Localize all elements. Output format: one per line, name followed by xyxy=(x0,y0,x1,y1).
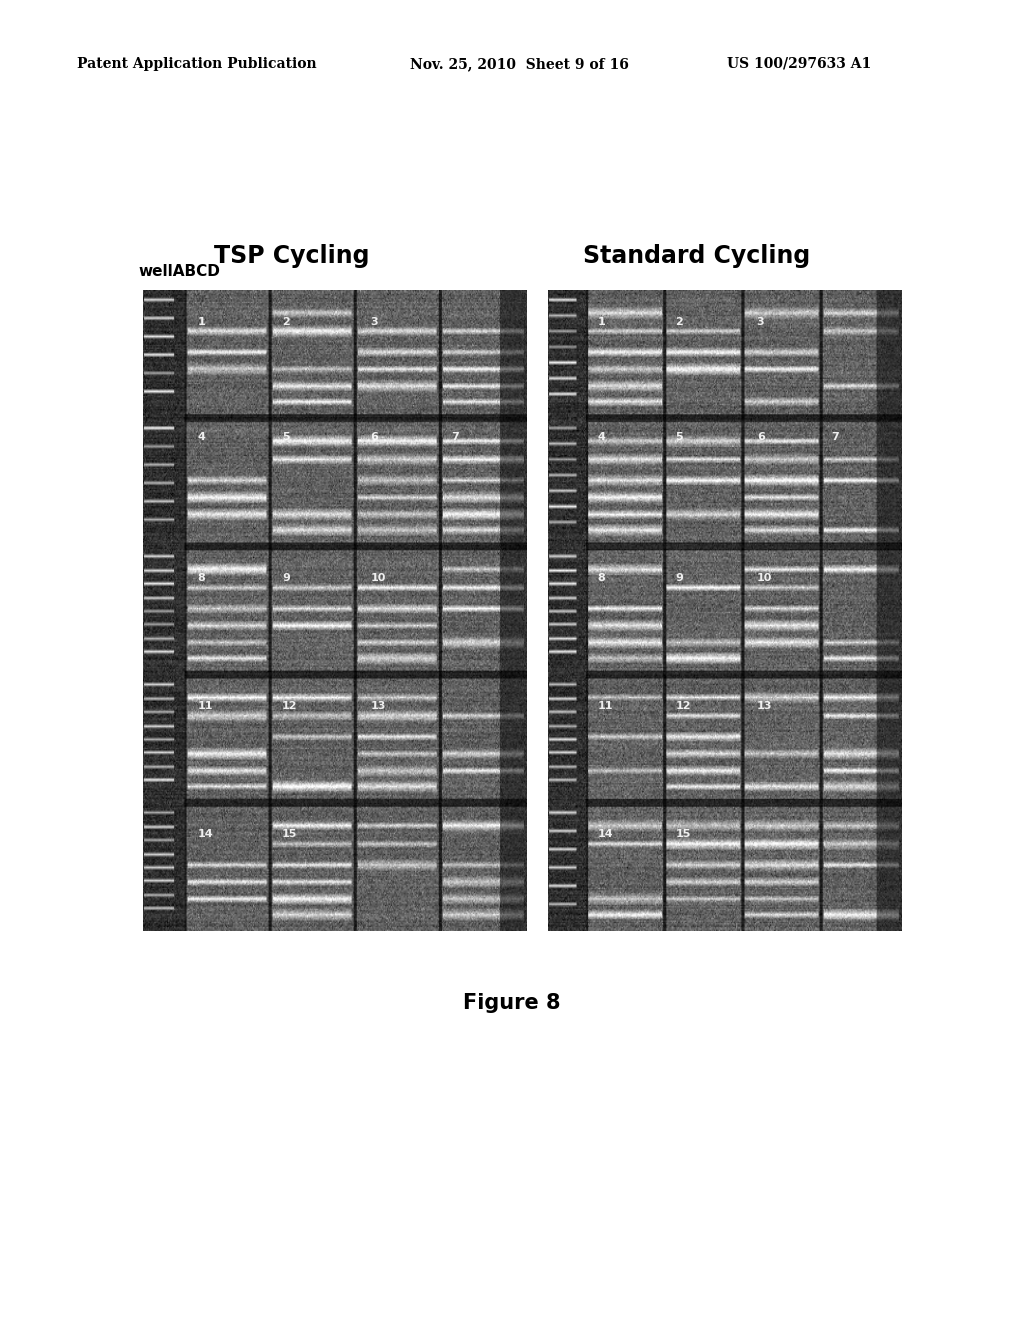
Text: Patent Application Publication: Patent Application Publication xyxy=(77,57,316,71)
Text: 11: 11 xyxy=(598,701,613,710)
Text: US 100/297633 A1: US 100/297633 A1 xyxy=(727,57,871,71)
Text: 5: 5 xyxy=(283,432,290,442)
Text: 12: 12 xyxy=(676,701,691,710)
Text: TSP Cycling: TSP Cycling xyxy=(214,244,370,268)
Text: 10: 10 xyxy=(371,573,386,582)
Text: 1: 1 xyxy=(198,317,206,326)
Text: Nov. 25, 2010  Sheet 9 of 16: Nov. 25, 2010 Sheet 9 of 16 xyxy=(410,57,629,71)
Text: 4: 4 xyxy=(598,432,606,442)
Text: 3: 3 xyxy=(371,317,378,326)
Text: 4: 4 xyxy=(198,432,206,442)
Text: 6: 6 xyxy=(757,432,765,442)
Text: 7: 7 xyxy=(831,432,839,442)
Text: 14: 14 xyxy=(598,829,613,838)
Text: 5: 5 xyxy=(676,432,683,442)
Text: 14: 14 xyxy=(198,829,213,838)
Text: 12: 12 xyxy=(283,701,298,710)
Text: 13: 13 xyxy=(757,701,772,710)
Text: 2: 2 xyxy=(676,317,683,326)
Text: 15: 15 xyxy=(676,829,691,838)
Text: 15: 15 xyxy=(283,829,298,838)
Text: 7: 7 xyxy=(452,432,459,442)
Text: 11: 11 xyxy=(198,701,213,710)
Text: 1: 1 xyxy=(598,317,605,326)
Text: 13: 13 xyxy=(371,701,386,710)
Text: 9: 9 xyxy=(283,573,290,582)
Text: 9: 9 xyxy=(676,573,683,582)
Text: Figure 8: Figure 8 xyxy=(463,993,561,1012)
Text: 8: 8 xyxy=(198,573,206,582)
Text: 2: 2 xyxy=(283,317,290,326)
Text: 8: 8 xyxy=(598,573,605,582)
Text: 3: 3 xyxy=(757,317,765,326)
Text: 10: 10 xyxy=(757,573,772,582)
Text: 6: 6 xyxy=(371,432,378,442)
Text: Standard Cycling: Standard Cycling xyxy=(583,244,810,268)
Text: wellABCD: wellABCD xyxy=(138,264,220,279)
